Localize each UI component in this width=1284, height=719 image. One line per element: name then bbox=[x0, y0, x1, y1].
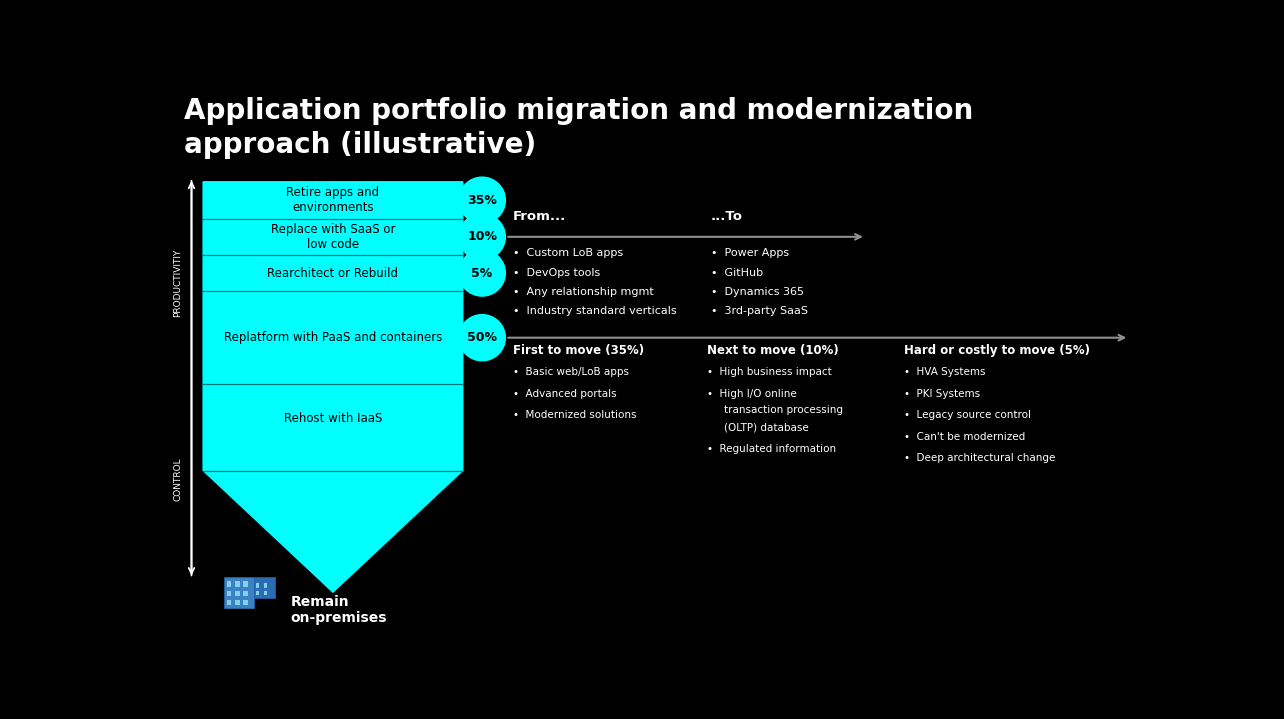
Bar bbox=[244, 590, 248, 596]
Text: •  Basic web/LoB apps: • Basic web/LoB apps bbox=[514, 367, 629, 377]
Text: •  Modernized solutions: • Modernized solutions bbox=[514, 410, 637, 420]
Text: Rearchitect or Rebuild: Rearchitect or Rebuild bbox=[267, 267, 398, 280]
Text: Hard or costly to move (5%): Hard or costly to move (5%) bbox=[904, 344, 1090, 357]
Bar bbox=[227, 582, 231, 587]
Text: (OLTP) database: (OLTP) database bbox=[724, 422, 809, 432]
Bar bbox=[244, 600, 248, 605]
Text: •  Regulated information: • Regulated information bbox=[707, 444, 836, 454]
Circle shape bbox=[458, 250, 506, 296]
Polygon shape bbox=[203, 182, 462, 592]
Text: •  Power Apps: • Power Apps bbox=[711, 248, 788, 258]
Text: First to move (35%): First to move (35%) bbox=[514, 344, 645, 357]
Text: •  DevOps tools: • DevOps tools bbox=[514, 267, 601, 278]
Bar bbox=[235, 582, 240, 587]
Text: •  Custom LoB apps: • Custom LoB apps bbox=[514, 248, 623, 258]
Text: •  PKI Systems: • PKI Systems bbox=[904, 388, 981, 398]
Text: From...: From... bbox=[514, 210, 566, 223]
Text: Replatform with PaaS and containers: Replatform with PaaS and containers bbox=[223, 331, 442, 344]
Text: •  GitHub: • GitHub bbox=[711, 267, 763, 278]
Text: Application portfolio migration and modernization
approach (illustrative): Application portfolio migration and mode… bbox=[184, 97, 973, 159]
Text: Rehost with IaaS: Rehost with IaaS bbox=[284, 412, 383, 425]
Bar bbox=[244, 582, 248, 587]
Text: ...To: ...To bbox=[711, 210, 742, 223]
Text: transaction processing: transaction processing bbox=[724, 406, 842, 416]
Text: •  Dynamics 365: • Dynamics 365 bbox=[711, 287, 804, 297]
Circle shape bbox=[458, 315, 506, 361]
Text: 50%: 50% bbox=[467, 331, 497, 344]
Bar bbox=[253, 577, 275, 598]
Bar bbox=[263, 591, 267, 595]
Text: Next to move (10%): Next to move (10%) bbox=[707, 344, 838, 357]
Text: 5%: 5% bbox=[471, 267, 493, 280]
Text: 10%: 10% bbox=[467, 230, 497, 243]
Bar bbox=[256, 583, 259, 587]
Bar bbox=[235, 600, 240, 605]
Text: •  Can't be modernized: • Can't be modernized bbox=[904, 431, 1026, 441]
Text: CONTROL: CONTROL bbox=[173, 457, 182, 501]
Text: •  High business impact: • High business impact bbox=[707, 367, 832, 377]
Text: •  HVA Systems: • HVA Systems bbox=[904, 367, 986, 377]
Text: 35%: 35% bbox=[467, 193, 497, 207]
Bar bbox=[223, 577, 253, 609]
Text: •  Any relationship mgmt: • Any relationship mgmt bbox=[514, 287, 654, 297]
Bar bbox=[227, 600, 231, 605]
Text: Replace with SaaS or
low code: Replace with SaaS or low code bbox=[271, 223, 395, 251]
Text: •  High I/O online: • High I/O online bbox=[707, 388, 796, 398]
Bar bbox=[227, 590, 231, 596]
Text: Remain
on-premises: Remain on-premises bbox=[290, 595, 388, 626]
Bar bbox=[235, 590, 240, 596]
Text: Retire apps and
environments: Retire apps and environments bbox=[286, 186, 380, 214]
Bar bbox=[263, 583, 267, 587]
Text: •  Deep architectural change: • Deep architectural change bbox=[904, 453, 1055, 463]
Circle shape bbox=[458, 214, 506, 260]
Bar bbox=[256, 591, 259, 595]
Text: •  Industry standard verticals: • Industry standard verticals bbox=[514, 306, 677, 316]
Text: •  Legacy source control: • Legacy source control bbox=[904, 410, 1031, 420]
Text: •  3rd-party SaaS: • 3rd-party SaaS bbox=[711, 306, 808, 316]
Circle shape bbox=[458, 177, 506, 224]
Text: •  Advanced portals: • Advanced portals bbox=[514, 388, 616, 398]
Text: PRODUCTIVITIY: PRODUCTIVITIY bbox=[173, 249, 182, 317]
